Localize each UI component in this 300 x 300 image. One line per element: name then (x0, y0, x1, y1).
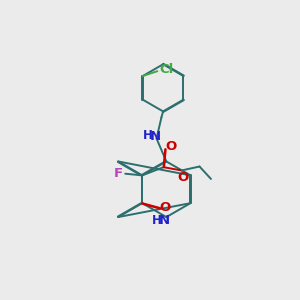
Text: N: N (149, 130, 161, 143)
Text: Cl: Cl (159, 63, 174, 76)
Text: F: F (113, 167, 123, 180)
Text: H: H (152, 214, 162, 227)
Text: N: N (159, 214, 170, 227)
Text: O: O (160, 201, 171, 214)
Text: H: H (142, 129, 152, 142)
Text: O: O (165, 140, 177, 153)
Text: O: O (178, 171, 189, 184)
